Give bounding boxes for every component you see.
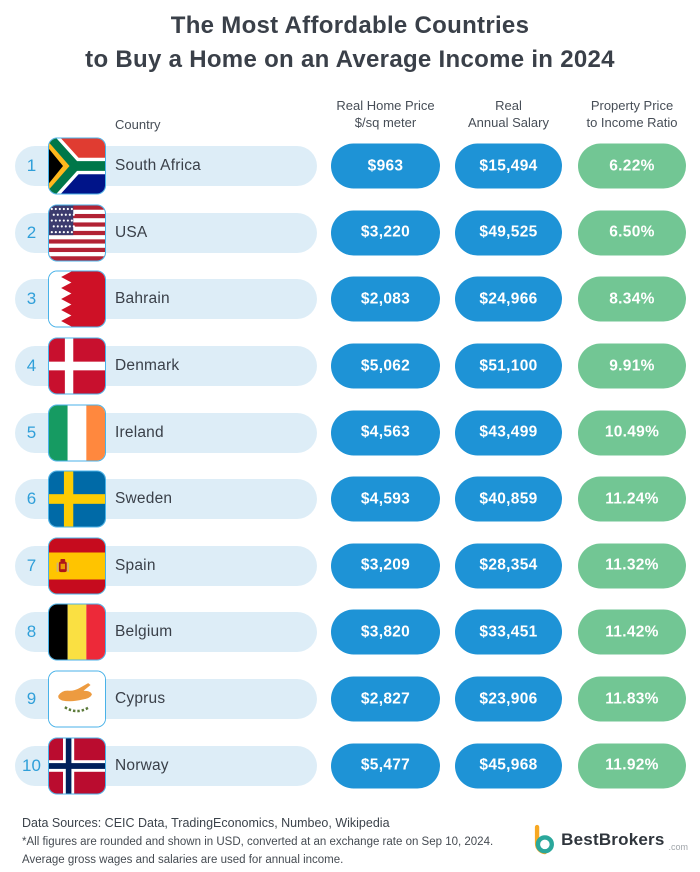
- rank-number: 5: [26, 422, 37, 442]
- column-header-ratio: Property Price to Income Ratio: [560, 97, 700, 131]
- annual-salary-pill: $51,100: [455, 343, 562, 389]
- column-header-country: Country: [115, 117, 161, 132]
- annual-salary-pill: $43,499: [455, 410, 562, 456]
- bestbrokers-logo: BestBrokers .com: [531, 824, 688, 856]
- country-name: Norway: [115, 756, 169, 774]
- table-row: 1 South Africa $963 $15,494 6.22%: [0, 133, 700, 200]
- column-header-home-price: Real Home Price $/sq meter: [315, 97, 456, 131]
- rank-number: 3: [26, 289, 37, 309]
- table-row: 8 Belgium $3,820 $33,451 11.42%: [0, 599, 700, 666]
- price-income-ratio-pill: 9.91%: [578, 343, 686, 389]
- home-price-pill: $5,477: [331, 743, 440, 789]
- flag-usa-icon: [48, 204, 106, 262]
- bestbrokers-b-icon: [535, 824, 555, 855]
- footnote-exchange-rate: *All figures are rounded and shown in US…: [22, 836, 494, 848]
- flag-sweden-icon: [48, 470, 106, 528]
- page-title-line2: to Buy a Home on an Average Income in 20…: [85, 46, 615, 73]
- table-row: 2 USA $3,220 $49,525 6.50%: [0, 200, 700, 267]
- table-row: 5 Ireland $4,563 $43,499 10.49%: [0, 399, 700, 466]
- country-name: Spain: [115, 556, 156, 574]
- bestbrokers-wordmark: BestBrokers: [561, 830, 665, 849]
- rank-number: 8: [26, 622, 37, 642]
- data-sources-text: Data Sources: CEIC Data, TradingEconomic…: [22, 816, 390, 830]
- country-name: Cyprus: [115, 690, 166, 708]
- rank-number: 4: [26, 356, 37, 376]
- rank-number: 7: [26, 555, 37, 575]
- price-income-ratio-pill: 8.34%: [578, 276, 686, 322]
- country-name: Belgium: [115, 623, 173, 641]
- rank-number: 6: [26, 489, 37, 509]
- table-row: 4 Denmark $5,062 $51,100 9.91%: [0, 333, 700, 400]
- rank-number: 1: [26, 156, 37, 176]
- home-price-pill: $3,209: [331, 543, 440, 589]
- rank-number: 2: [26, 222, 37, 242]
- column-header-ratio-line1: Property Price: [590, 98, 674, 113]
- column-header-home-price-line1: Real Home Price: [336, 98, 435, 113]
- page-title-line1: The Most Affordable Countries: [170, 12, 530, 39]
- price-income-ratio-pill: 6.22%: [578, 143, 686, 189]
- country-name: Denmark: [115, 357, 180, 375]
- annual-salary-pill: $45,968: [455, 743, 562, 789]
- home-price-pill: $5,062: [331, 343, 440, 389]
- table-row: 9 Cyprus $2,827 $23,906 11.83%: [0, 666, 700, 733]
- home-price-pill: $2,827: [331, 676, 440, 722]
- home-price-pill: $3,820: [331, 609, 440, 655]
- flag-bahrain-icon: [48, 270, 106, 328]
- flag-cyprus-icon: [48, 670, 106, 728]
- flag-south-africa-icon: [48, 137, 106, 195]
- annual-salary-pill: $33,451: [455, 609, 562, 655]
- annual-salary-pill: $40,859: [455, 476, 562, 522]
- annual-salary-pill: $23,906: [455, 676, 562, 722]
- column-header-salary-line2: Annual Salary: [468, 115, 549, 130]
- price-income-ratio-pill: 11.32%: [578, 543, 686, 589]
- price-income-ratio-pill: 11.24%: [578, 476, 686, 522]
- column-header-salary-line1: Real: [495, 98, 522, 113]
- price-income-ratio-pill: 6.50%: [578, 210, 686, 256]
- flag-ireland-icon: [48, 404, 106, 462]
- table-row: 10 Norway $5,477 $45,968 11.92%: [0, 732, 700, 799]
- rank-number: 10: [22, 755, 41, 775]
- annual-salary-pill: $28,354: [455, 543, 562, 589]
- country-name: Bahrain: [115, 290, 170, 308]
- column-header-salary: Real Annual Salary: [438, 97, 579, 131]
- flag-norway-icon: [48, 737, 106, 795]
- bestbrokers-suffix: .com: [668, 842, 688, 852]
- flag-denmark-icon: [48, 337, 106, 395]
- home-price-pill: $3,220: [331, 210, 440, 256]
- flag-spain-icon: [48, 537, 106, 595]
- country-name: South Africa: [115, 157, 201, 175]
- price-income-ratio-pill: 11.83%: [578, 676, 686, 722]
- home-price-pill: $4,593: [331, 476, 440, 522]
- price-income-ratio-pill: 10.49%: [578, 410, 686, 456]
- home-price-pill: $4,563: [331, 410, 440, 456]
- annual-salary-pill: $15,494: [455, 143, 562, 189]
- flag-belgium-icon: [48, 603, 106, 661]
- annual-salary-pill: $49,525: [455, 210, 562, 256]
- column-header-home-price-line2: $/sq meter: [354, 115, 417, 130]
- annual-salary-pill: $24,966: [455, 276, 562, 322]
- price-income-ratio-pill: 11.92%: [578, 743, 686, 789]
- home-price-pill: $963: [331, 143, 440, 189]
- table-row: 7 Spain $3,209 $28,354 11.32%: [0, 533, 700, 600]
- table-row: 6 Sweden $4,593 $40,859 11.24%: [0, 466, 700, 533]
- column-header-ratio-line2: to Income Ratio: [586, 115, 678, 130]
- country-name: Sweden: [115, 490, 173, 508]
- footnote-gross-wages: Average gross wages and salaries are use…: [22, 854, 344, 866]
- home-price-pill: $2,083: [331, 276, 440, 322]
- rows: 1 South Africa $963 $15,494 6.22% 2 USA …: [0, 133, 700, 799]
- table-row: 3 Bahrain $2,083 $24,966 8.34%: [0, 266, 700, 333]
- country-name: USA: [115, 223, 148, 241]
- price-income-ratio-pill: 11.42%: [578, 609, 686, 655]
- rank-number: 9: [26, 689, 37, 709]
- country-name: Ireland: [115, 423, 164, 441]
